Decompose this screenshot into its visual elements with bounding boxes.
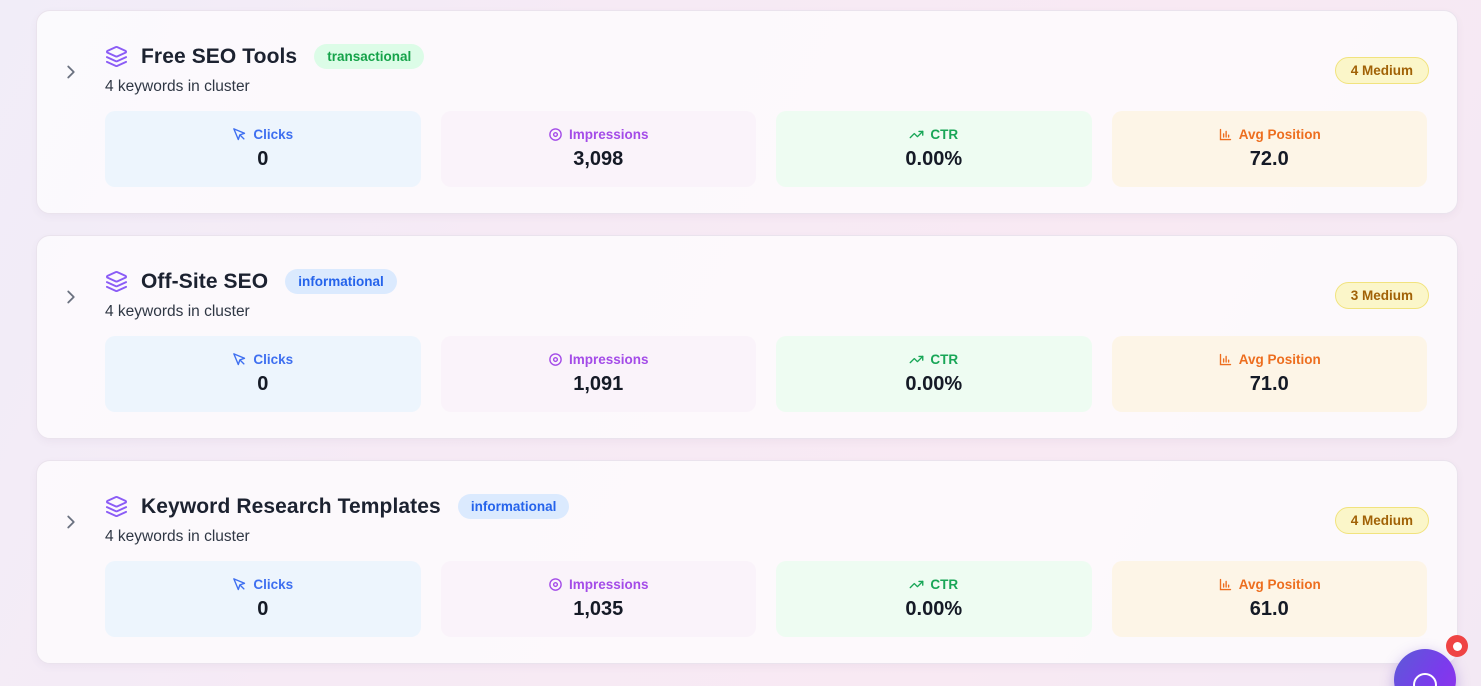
cluster-card-free-seo-tools: Free SEO Tools transactional 4 keywords … bbox=[36, 10, 1458, 214]
stat-label: Clicks bbox=[253, 577, 294, 592]
clicks-stat: Clicks 0 bbox=[105, 111, 421, 187]
chevron-right-icon bbox=[60, 511, 82, 533]
intent-badge: informational bbox=[457, 494, 570, 519]
impressions-value: 1,091 bbox=[573, 373, 624, 395]
stat-label: CTR bbox=[930, 352, 959, 367]
bar-chart-icon bbox=[1218, 127, 1233, 142]
eye-icon bbox=[548, 577, 563, 592]
chevron-right-icon bbox=[60, 286, 82, 308]
mouse-pointer-icon bbox=[232, 127, 247, 142]
impressions-value: 1,035 bbox=[573, 598, 624, 620]
stat-label: Impressions bbox=[568, 127, 649, 142]
stat-label: Impressions bbox=[568, 352, 649, 367]
expand-cluster-button[interactable] bbox=[37, 236, 105, 438]
clicks-value: 0 bbox=[257, 148, 269, 170]
difficulty-badge: 4 Medium bbox=[1334, 57, 1429, 84]
ctr-value: 0.00% bbox=[905, 598, 963, 620]
avg-position-stat: Avg Position 71.0 bbox=[1111, 336, 1427, 412]
difficulty-badge: 3 Medium bbox=[1334, 282, 1429, 309]
eye-icon bbox=[548, 127, 563, 142]
ctr-value: 0.00% bbox=[905, 373, 963, 395]
chevron-right-icon bbox=[60, 61, 82, 83]
stat-label: Avg Position bbox=[1238, 577, 1321, 592]
stat-label: Avg Position bbox=[1238, 352, 1321, 367]
cluster-title: Keyword Research Templates bbox=[141, 494, 441, 518]
expand-cluster-button[interactable] bbox=[37, 461, 105, 663]
stats-row: Clicks 0 Impressions 3,098 CTR 0.00% Avg… bbox=[105, 111, 1427, 187]
avg-position-stat: Avg Position 61.0 bbox=[1111, 561, 1427, 637]
trending-up-icon bbox=[909, 127, 924, 142]
cluster-title: Free SEO Tools bbox=[141, 44, 298, 68]
bar-chart-icon bbox=[1218, 577, 1233, 592]
stat-label: Impressions bbox=[568, 577, 649, 592]
expand-cluster-button[interactable] bbox=[37, 11, 105, 213]
mouse-pointer-icon bbox=[232, 352, 247, 367]
ctr-stat: CTR 0.00% bbox=[776, 561, 1092, 637]
avg-position-value: 61.0 bbox=[1249, 598, 1289, 620]
keywords-count: 4 keywords in cluster bbox=[105, 303, 250, 320]
stats-row: Clicks 0 Impressions 1,035 CTR 0.00% Avg… bbox=[105, 561, 1427, 637]
trending-up-icon bbox=[909, 352, 924, 367]
stat-label: Clicks bbox=[253, 127, 294, 142]
avg-position-value: 72.0 bbox=[1249, 148, 1289, 170]
intent-badge: informational bbox=[285, 269, 397, 294]
ctr-value: 0.00% bbox=[905, 148, 963, 170]
keywords-count: 4 keywords in cluster bbox=[105, 78, 250, 95]
layers-icon bbox=[105, 495, 128, 518]
ctr-stat: CTR 0.00% bbox=[776, 336, 1092, 412]
impressions-stat: Impressions 1,035 bbox=[440, 561, 756, 637]
stat-label: Clicks bbox=[253, 352, 294, 367]
layers-icon bbox=[105, 45, 128, 68]
clicks-stat: Clicks 0 bbox=[105, 336, 421, 412]
intent-badge: transactional bbox=[314, 44, 425, 69]
notification-dot bbox=[1446, 635, 1468, 657]
impressions-stat: Impressions 3,098 bbox=[440, 111, 756, 187]
trending-up-icon bbox=[909, 577, 924, 592]
avg-position-stat: Avg Position 72.0 bbox=[1111, 111, 1427, 187]
cluster-card-off-site-seo: Off-Site SEO informational 4 keywords in… bbox=[36, 235, 1458, 439]
clicks-stat: Clicks 0 bbox=[105, 561, 421, 637]
stat-label: CTR bbox=[930, 577, 959, 592]
cluster-card-keyword-research-templates: Keyword Research Templates informational… bbox=[36, 460, 1458, 664]
chat-fab-icon bbox=[1413, 673, 1437, 686]
impressions-stat: Impressions 1,091 bbox=[440, 336, 756, 412]
difficulty-badge: 4 Medium bbox=[1334, 507, 1429, 534]
avg-position-value: 71.0 bbox=[1249, 373, 1289, 395]
cluster-list: Free SEO Tools transactional 4 keywords … bbox=[36, 10, 1458, 664]
ctr-stat: CTR 0.00% bbox=[776, 111, 1092, 187]
layers-icon bbox=[105, 270, 128, 293]
stat-label: CTR bbox=[930, 127, 959, 142]
clicks-value: 0 bbox=[257, 373, 269, 395]
stats-row: Clicks 0 Impressions 1,091 CTR 0.00% Avg… bbox=[105, 336, 1427, 412]
cluster-title: Off-Site SEO bbox=[141, 269, 269, 293]
stat-label: Avg Position bbox=[1238, 127, 1321, 142]
mouse-pointer-icon bbox=[232, 577, 247, 592]
keywords-count: 4 keywords in cluster bbox=[105, 528, 250, 545]
impressions-value: 3,098 bbox=[573, 148, 624, 170]
bar-chart-icon bbox=[1218, 352, 1233, 367]
clicks-value: 0 bbox=[257, 598, 269, 620]
eye-icon bbox=[548, 352, 563, 367]
